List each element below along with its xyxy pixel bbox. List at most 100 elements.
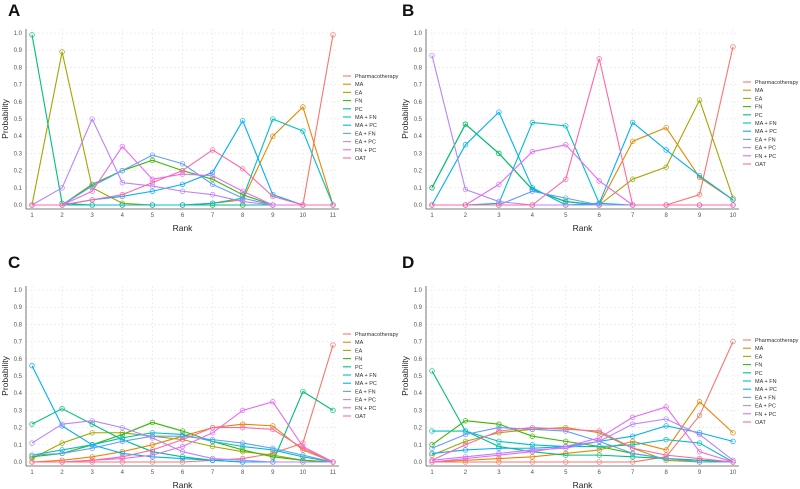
data-point-ea [496, 430, 502, 436]
data-point-oat [209, 424, 216, 431]
data-point-ma-fn [663, 436, 669, 443]
data-point-ma [630, 438, 636, 445]
legend-label: FN + PC [355, 148, 376, 154]
data-point-ea [119, 200, 125, 206]
legend-label: Pharmacotherapy [355, 332, 399, 338]
data-point-ma-fn [270, 116, 276, 122]
series-line-fn-pc [432, 144, 733, 206]
y-tick-label: 0.9 [414, 48, 423, 54]
series-line-ea-pc [31, 420, 333, 463]
x-tick-label: 2 [60, 470, 64, 476]
x-tick-label: 10 [300, 470, 307, 476]
legend: Pharmacotherapy MA EA FN PC MA + FN MA + PC EA … [743, 338, 799, 426]
data-point-ea-pc [29, 440, 35, 446]
data-point-oat [529, 202, 535, 208]
data-point-pc [429, 368, 435, 374]
data-point-pc [563, 452, 569, 458]
legend-label: Pharmacotherapy [755, 338, 799, 344]
data-point-ea [270, 452, 276, 458]
data-point-ma [730, 430, 736, 436]
series-line-oat [432, 58, 733, 206]
x-tick-label: 3 [91, 470, 95, 476]
data-point-fn-pc [119, 143, 125, 150]
legend-label: MA + FN [755, 121, 777, 127]
data-point-fn-pc [496, 181, 502, 188]
legend-label: FN + PC [355, 406, 376, 412]
legend-label: MA + FN [755, 379, 777, 385]
data-point-fn [149, 157, 156, 163]
data-point-ma [119, 449, 125, 455]
data-point-ea-fn [462, 431, 469, 438]
data-point-fn-pc [462, 455, 469, 462]
data-point-ma-fn [89, 202, 95, 208]
data-point-ma-pc [240, 118, 246, 124]
x-tick-label: 9 [271, 213, 275, 219]
data-point-oat [429, 202, 435, 208]
legend-label: EA [755, 354, 763, 360]
series-line-fn [31, 421, 334, 463]
data-point-ma-pc [119, 450, 125, 457]
panel-letter: C [8, 253, 20, 272]
x-tick-label: 4 [121, 470, 125, 476]
data-point-oat [596, 56, 602, 62]
x-tick-label: 7 [631, 213, 635, 219]
data-point-ea-fn [149, 152, 156, 158]
data-point-ea-fn [663, 455, 669, 462]
x-tick-label: 5 [151, 470, 155, 476]
data-point-oat [696, 202, 703, 208]
data-point-ea-pc [596, 438, 602, 445]
data-point-pc [29, 421, 35, 427]
series-line-pharmacotherapy [432, 341, 734, 463]
data-point-pharmacotherapy [270, 450, 276, 457]
x-tick-label: 2 [464, 470, 468, 476]
data-point-pharmacotherapy [730, 44, 736, 50]
x-tick-label: 1 [30, 213, 34, 219]
y-tick-label: 0.6 [14, 357, 23, 363]
x-tick-label: 1 [430, 470, 434, 476]
data-point-oat [496, 428, 502, 434]
data-point-ea-fn [89, 183, 95, 189]
data-point-ma-fn [462, 428, 469, 434]
data-point-ea-pc [119, 179, 125, 186]
x-tick-label: 4 [121, 213, 125, 219]
legend-label: FN [355, 357, 362, 363]
data-point-ma-fn [496, 438, 502, 445]
data-point-ma-pc [29, 363, 35, 369]
data-point-oat [730, 202, 736, 208]
data-point-ea [29, 455, 35, 462]
y-tick-label: 0.0 [14, 460, 23, 466]
series-line-pc [431, 370, 734, 463]
data-point-ma-pc [429, 450, 435, 457]
data-point-ma [630, 138, 636, 145]
y-tick-label: 0.4 [414, 134, 423, 140]
y-tick-label: 0.2 [414, 426, 423, 432]
data-point-ea-pc [300, 459, 306, 465]
series-line-ma-fn [31, 432, 334, 463]
data-point-fn-pc [529, 449, 535, 455]
chart-panel-d: D 0.0 0.1 0.2 0.3 0.4 0.5 0.6 0.7 0.8 0.9 1.0 1 2 3 4 5 6… [400, 253, 799, 489]
data-point-ea-pc [209, 455, 216, 462]
legend-label: EA + FN [355, 389, 376, 395]
y-tick-label: 0.3 [414, 151, 423, 157]
x-tick-label: 7 [211, 470, 215, 476]
series-line-ma-pc [431, 111, 734, 206]
y-tick-label: 0.7 [414, 340, 423, 346]
data-point-fn-pc [630, 414, 636, 420]
data-point-oat [663, 452, 669, 458]
data-point-ma-pc [149, 454, 156, 460]
legend-label: MA + FN [355, 373, 377, 379]
data-point-fn-pc [663, 404, 669, 410]
data-point-ma-fn [149, 430, 156, 436]
data-point-pc [59, 406, 65, 412]
x-tick-label: 9 [698, 470, 702, 476]
y-tick-label: 0.6 [14, 100, 23, 106]
data-point-fn-pc [696, 449, 703, 455]
data-point-ea [696, 97, 703, 103]
panel-letter: A [8, 1, 20, 20]
data-point-ea-pc [563, 202, 569, 208]
series-line-pharmacotherapy [432, 46, 734, 206]
data-point-pharmacotherapy [730, 338, 736, 345]
data-point-pharmacotherapy [89, 459, 95, 465]
legend-label: Pharmacotherapy [355, 74, 399, 80]
x-axis-title: Rank [573, 480, 594, 489]
